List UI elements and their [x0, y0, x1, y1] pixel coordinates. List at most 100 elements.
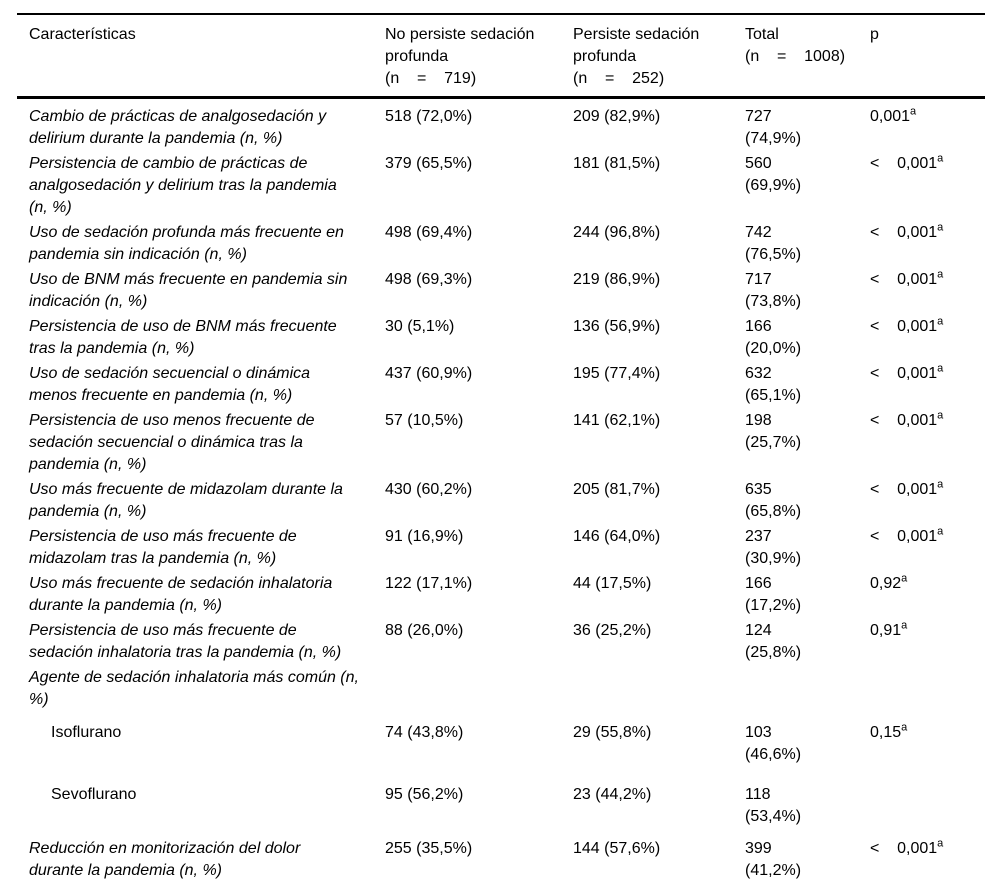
cell-persiste: 244 (96,8%) — [573, 224, 661, 241]
p-value-superscript: a — [937, 362, 944, 375]
table-row: Cambio de prácticas de analgosedación y … — [17, 98, 985, 152]
cell-total: 166 (17,2%) — [745, 575, 802, 614]
cell-no-persiste — [385, 665, 573, 712]
cell-persiste: 144 (57,6%) — [573, 840, 661, 857]
table-row: Uso más frecuente de midazolam durante l… — [17, 477, 985, 524]
cell-no-persiste: 255 (35,5%) — [385, 840, 473, 857]
cell-persiste — [573, 665, 745, 712]
table-row: Reducción en monitorización del dolor du… — [17, 836, 985, 881]
p-value-superscript: a — [937, 837, 944, 850]
cell-persiste: 44 (17,5%) — [573, 575, 652, 592]
table-row: Persistencia de cambio de prácticas de a… — [17, 151, 985, 220]
cell-total: 124 (25,8%) — [745, 622, 802, 661]
cell-persiste: 36 (25,2%) — [573, 622, 652, 639]
row-label: Sevoflurano — [51, 786, 137, 803]
p-value-superscript: a — [937, 221, 944, 234]
table-row: Sevoflurano 95 (56,2%) 23 (44,2%) 118 (5… — [17, 774, 985, 836]
cell-persiste: 146 (64,0%) — [573, 528, 661, 545]
p-value-superscript: a — [901, 721, 908, 734]
p-value-superscript: a — [937, 409, 944, 422]
p-value-superscript: a — [937, 268, 944, 281]
cell-total: 103 (46,6%) — [745, 724, 802, 763]
row-label: Uso más frecuente de sedación inhalatori… — [29, 575, 333, 614]
cell-total: 237 (30,9%) — [745, 528, 802, 567]
cell-persiste: 205 (81,7%) — [573, 481, 661, 498]
p-value-superscript: a — [937, 525, 944, 538]
p-value-text: < 0,001 — [870, 481, 938, 498]
row-label: Isoflurano — [51, 724, 122, 741]
cell-no-persiste: 498 (69,3%) — [385, 271, 473, 288]
cell-p-value: 0,92a — [870, 571, 985, 618]
cell-persiste: 195 (77,4%) — [573, 365, 661, 382]
cell-persiste: 29 (55,8%) — [573, 724, 652, 741]
header-row: Características No persiste sedación pro… — [17, 14, 985, 99]
p-value-text: < 0,001 — [870, 318, 938, 335]
cell-p-value: 0,001a — [870, 98, 985, 152]
cell-no-persiste: 88 (26,0%) — [385, 622, 464, 639]
row-label: Uso de BNM más frecuente en pandemia sin… — [29, 271, 348, 310]
cell-total: 399 (41,2%) — [745, 840, 802, 879]
cell-no-persiste: 437 (60,9%) — [385, 365, 473, 382]
cell-no-persiste: 91 (16,9%) — [385, 528, 464, 545]
p-value-text: < 0,001 — [870, 412, 938, 429]
cell-no-persiste: 518 (72,0%) — [385, 108, 473, 125]
cell-persiste: 209 (82,9%) — [573, 108, 661, 125]
p-value-text: 0,92 — [870, 575, 902, 592]
cell-p-value: < 0,001a — [870, 314, 985, 361]
cell-p-value: 0,15a — [870, 712, 985, 774]
p-value-superscript: a — [910, 105, 917, 118]
p-value-text: < 0,001 — [870, 365, 938, 382]
row-label: Cambio de prácticas de analgosedación y … — [29, 108, 327, 147]
table-row: Persistencia de uso de BNM más frecuente… — [17, 314, 985, 361]
cell-persiste: 181 (81,5%) — [573, 155, 661, 172]
table-body: Cambio de prácticas de analgosedación y … — [17, 98, 985, 881]
cell-p-value: 0,91a — [870, 618, 985, 665]
cell-total: 118 (53,4%) — [745, 786, 802, 825]
table-row: Agente de sedación inhalatoria más común… — [17, 665, 985, 712]
column-header-caracteristicas: Características — [17, 14, 385, 99]
p-value-superscript: a — [901, 572, 908, 585]
cell-total: 166 (20,0%) — [745, 318, 802, 357]
p-value-text: 0,001 — [870, 108, 911, 125]
p-value-text: < 0,001 — [870, 840, 938, 857]
cell-total: 717 (73,8%) — [745, 271, 802, 310]
column-header-p: p — [870, 14, 985, 99]
cell-p-value: < 0,001a — [870, 408, 985, 477]
cell-persiste: 23 (44,2%) — [573, 786, 652, 803]
cell-p-value: < 0,001a — [870, 361, 985, 408]
cell-total: 635 (65,8%) — [745, 481, 802, 520]
cell-no-persiste: 95 (56,2%) — [385, 786, 464, 803]
table-row: Uso más frecuente de sedación inhalatori… — [17, 571, 985, 618]
p-value-text: < 0,001 — [870, 528, 938, 545]
cell-total: 198 (25,7%) — [745, 412, 802, 451]
cell-persiste: 219 (86,9%) — [573, 271, 661, 288]
cell-no-persiste: 74 (43,8%) — [385, 724, 464, 741]
row-label: Persistencia de uso más frecuente de sed… — [29, 622, 342, 661]
cell-total: 742 (76,5%) — [745, 224, 802, 263]
p-value-text: < 0,001 — [870, 155, 938, 172]
table-row: Uso de sedación profunda más frecuente e… — [17, 220, 985, 267]
row-label: Reducción en monitorización del dolor du… — [29, 840, 301, 879]
cell-total: 727 (74,9%) — [745, 108, 802, 147]
row-label: Agente de sedación inhalatoria más común… — [29, 669, 364, 708]
cell-total — [745, 665, 870, 712]
table-header: Características No persiste sedación pro… — [17, 14, 985, 99]
cell-p-value: < 0,001a — [870, 524, 985, 571]
cell-no-persiste: 379 (65,5%) — [385, 155, 473, 172]
column-header-no-persiste: No persiste sedación profunda (n = 719) — [385, 14, 573, 99]
p-value-superscript: a — [937, 315, 944, 328]
cell-p-value: < 0,001a — [870, 220, 985, 267]
cell-persiste: 141 (62,1%) — [573, 412, 661, 429]
table-row: Uso de BNM más frecuente en pandemia sin… — [17, 267, 985, 314]
table-row: Persistencia de uso menos frecuente de s… — [17, 408, 985, 477]
cell-p-value: < 0,001a — [870, 267, 985, 314]
row-label: Persistencia de cambio de prácticas de a… — [29, 155, 337, 216]
table-row: Persistencia de uso más frecuente de sed… — [17, 618, 985, 665]
cell-p-value — [870, 774, 985, 836]
cell-no-persiste: 57 (10,5%) — [385, 412, 464, 429]
cell-total: 560 (69,9%) — [745, 155, 802, 194]
table-row: Isoflurano 74 (43,8%) 29 (55,8%) 103 (46… — [17, 712, 985, 774]
p-value-superscript: a — [937, 478, 944, 491]
cell-no-persiste: 122 (17,1%) — [385, 575, 473, 592]
